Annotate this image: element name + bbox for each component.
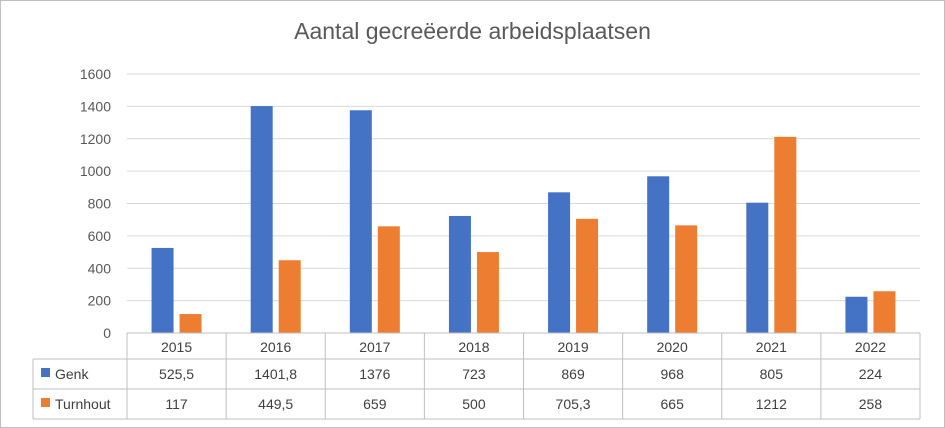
bar-turnhout-2016 <box>278 260 301 333</box>
data-label-genk: 968 <box>661 366 685 382</box>
bar-turnhout-2017 <box>377 226 400 333</box>
bar-turnhout-2019 <box>576 218 599 333</box>
data-label-turnhout: 449,5 <box>258 396 293 412</box>
data-label-turnhout: 258 <box>859 396 883 412</box>
bar-genk-2022 <box>845 296 868 333</box>
y-tick-label: 1200 <box>80 131 111 147</box>
y-tick-label: 600 <box>88 228 112 244</box>
data-label-turnhout: 659 <box>363 396 387 412</box>
x-tick-label: 2022 <box>855 339 886 355</box>
chart-title: Aantal gecreëerde arbeidsplaatsen <box>294 18 651 44</box>
bar-turnhout-2018 <box>476 252 499 333</box>
bar-genk-2019 <box>548 192 571 333</box>
y-tick-label: 400 <box>88 260 112 276</box>
data-label-turnhout: 1212 <box>756 396 787 412</box>
data-label-turnhout: 705,3 <box>556 396 591 412</box>
data-label-turnhout: 665 <box>661 396 685 412</box>
data-label-genk: 224 <box>859 366 883 382</box>
x-tick-label: 2018 <box>458 339 489 355</box>
legend-label-turnhout: Turnhout <box>55 396 111 412</box>
y-tick-label: 1400 <box>80 98 111 114</box>
legend-swatch-genk <box>41 368 50 377</box>
y-tick-label: 1600 <box>80 66 111 82</box>
x-tick-label: 2020 <box>657 339 688 355</box>
y-tick-label: 0 <box>103 325 111 341</box>
x-tick-label: 2019 <box>557 339 588 355</box>
x-tick-label: 2016 <box>260 339 291 355</box>
bar-turnhout-2015 <box>179 314 202 333</box>
x-tick-label: 2015 <box>161 339 192 355</box>
data-label-genk: 525,5 <box>159 366 194 382</box>
y-tick-label: 200 <box>88 293 112 309</box>
data-label-genk: 1376 <box>359 366 390 382</box>
data-label-genk: 723 <box>462 366 486 382</box>
data-label-turnhout: 500 <box>462 396 486 412</box>
bar-genk-2020 <box>647 176 670 333</box>
bar-turnhout-2020 <box>675 225 698 333</box>
data-label-genk: 1401,8 <box>254 366 297 382</box>
bar-genk-2018 <box>448 215 471 333</box>
bar-turnhout-2022 <box>873 291 896 333</box>
bar-genk-2021 <box>746 202 769 333</box>
bar-genk-2017 <box>349 110 372 333</box>
y-tick-label: 800 <box>88 196 112 212</box>
data-label-turnhout: 117 <box>165 396 188 412</box>
legend-swatch-turnhout <box>41 398 50 407</box>
x-tick-label: 2021 <box>756 339 787 355</box>
bar-turnhout-2021 <box>774 136 797 333</box>
data-label-genk: 869 <box>561 366 585 382</box>
y-tick-label: 1000 <box>80 163 111 179</box>
bar-genk-2015 <box>151 247 174 333</box>
bar-genk-2016 <box>250 106 273 334</box>
x-tick-label: 2017 <box>359 339 390 355</box>
data-label-genk: 805 <box>760 366 784 382</box>
legend-label-genk: Genk <box>55 366 89 382</box>
